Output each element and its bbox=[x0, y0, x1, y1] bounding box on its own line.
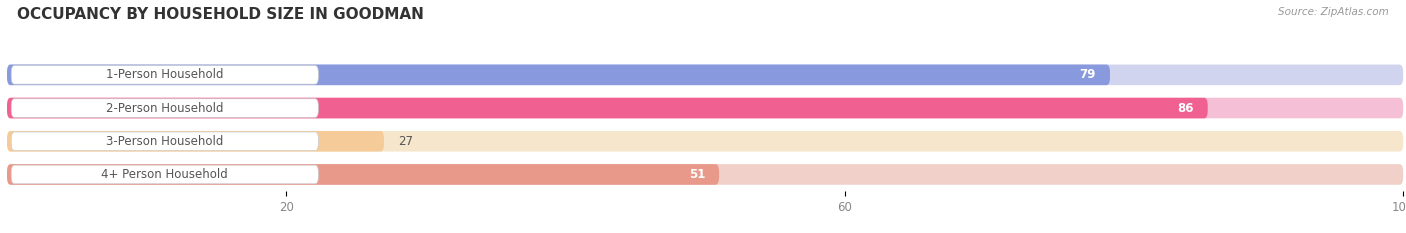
FancyBboxPatch shape bbox=[7, 164, 718, 185]
Text: OCCUPANCY BY HOUSEHOLD SIZE IN GOODMAN: OCCUPANCY BY HOUSEHOLD SIZE IN GOODMAN bbox=[17, 7, 423, 22]
FancyBboxPatch shape bbox=[7, 65, 1109, 85]
FancyBboxPatch shape bbox=[11, 132, 318, 151]
FancyBboxPatch shape bbox=[11, 99, 318, 117]
Text: 27: 27 bbox=[398, 135, 413, 148]
FancyBboxPatch shape bbox=[7, 131, 384, 151]
Text: 86: 86 bbox=[1177, 102, 1194, 115]
Text: 3-Person Household: 3-Person Household bbox=[105, 135, 224, 148]
FancyBboxPatch shape bbox=[11, 65, 318, 84]
FancyBboxPatch shape bbox=[7, 98, 1208, 118]
Text: 2-Person Household: 2-Person Household bbox=[105, 102, 224, 115]
FancyBboxPatch shape bbox=[7, 131, 1403, 151]
Text: Source: ZipAtlas.com: Source: ZipAtlas.com bbox=[1278, 7, 1389, 17]
Text: 79: 79 bbox=[1080, 68, 1097, 81]
FancyBboxPatch shape bbox=[7, 65, 1403, 85]
Text: 4+ Person Household: 4+ Person Household bbox=[101, 168, 228, 181]
FancyBboxPatch shape bbox=[7, 98, 1403, 118]
FancyBboxPatch shape bbox=[11, 165, 318, 184]
Text: 51: 51 bbox=[689, 168, 706, 181]
FancyBboxPatch shape bbox=[7, 164, 1403, 185]
Text: 1-Person Household: 1-Person Household bbox=[105, 68, 224, 81]
